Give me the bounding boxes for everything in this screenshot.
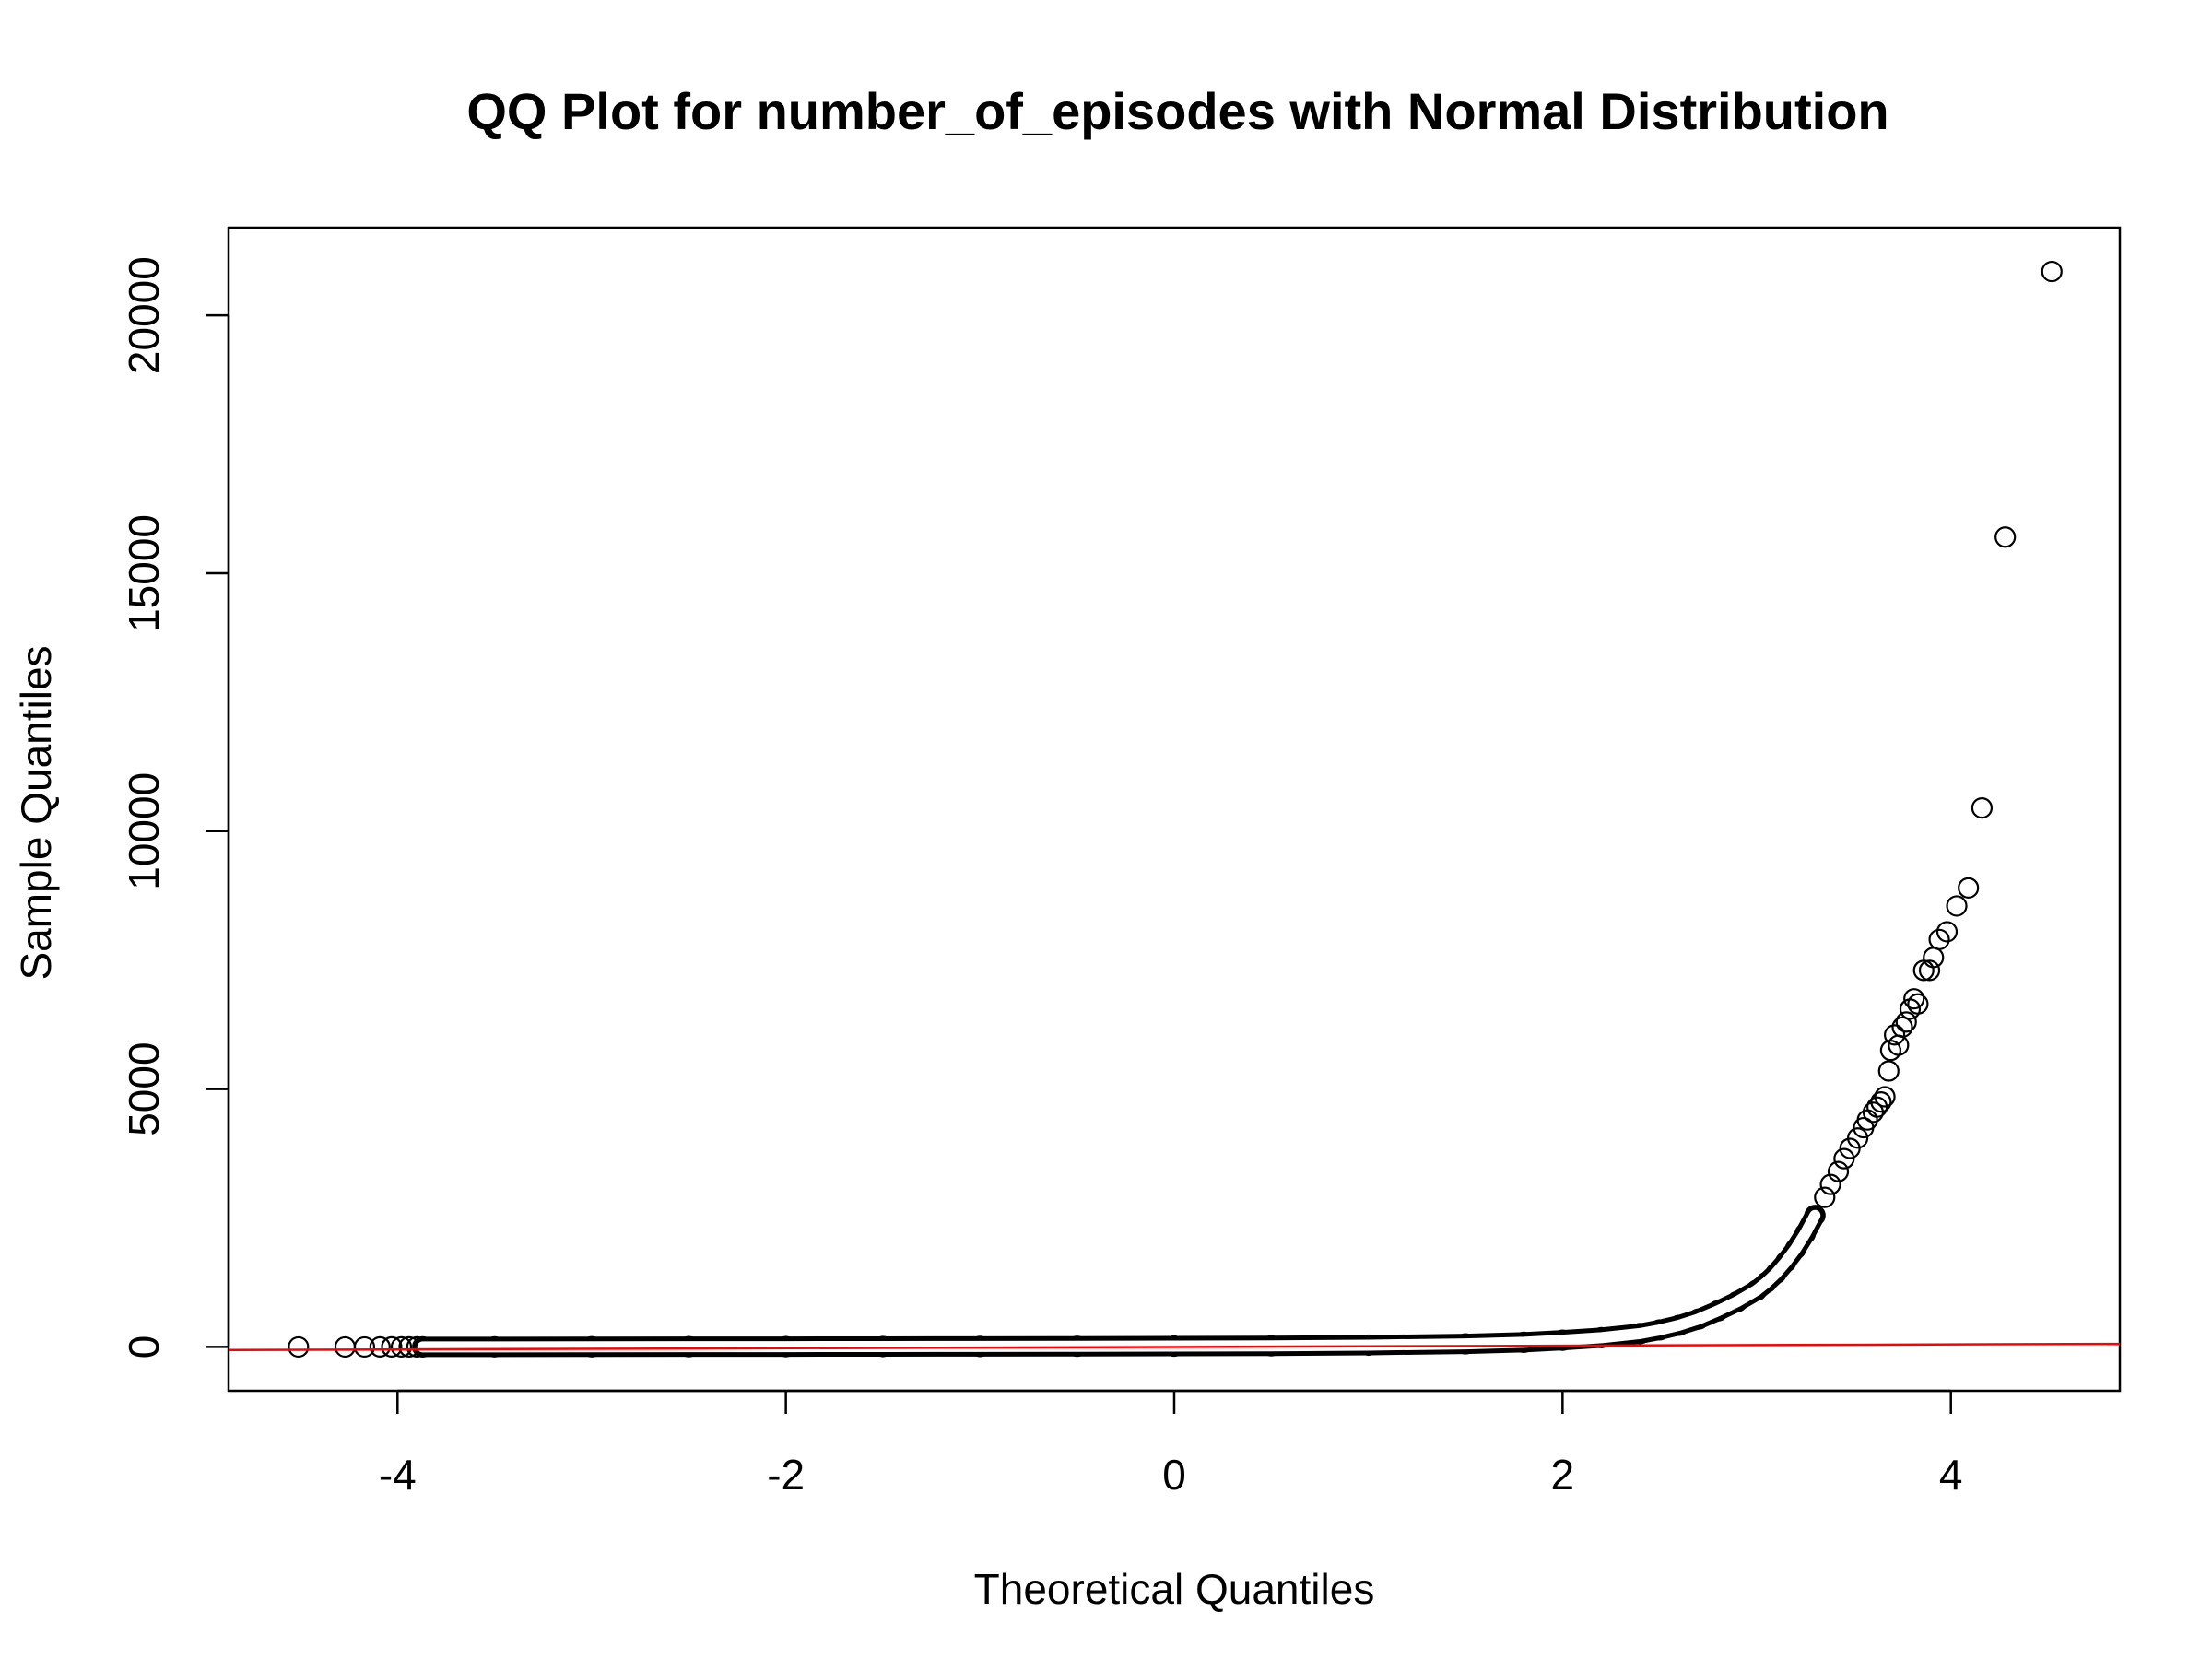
x-tick-label: 0 — [1162, 1451, 1186, 1499]
data-point — [1877, 1060, 1900, 1082]
x-tick-label: -4 — [379, 1451, 417, 1499]
data-point — [288, 1335, 310, 1359]
y-axis-label: Sample Quantiles — [12, 645, 60, 980]
data-point — [1833, 1147, 1855, 1170]
data-point — [381, 1335, 403, 1358]
data-point — [1884, 1024, 1906, 1046]
data-point — [353, 1335, 376, 1359]
data-point — [1946, 895, 1968, 917]
data-point — [1814, 1186, 1836, 1208]
data-point — [1907, 993, 1929, 1015]
data-point — [1918, 959, 1941, 982]
y-tick-label: 10000 — [120, 772, 168, 890]
y-tick-label: 20000 — [120, 256, 168, 374]
data-point — [1971, 797, 1994, 819]
data-point — [1846, 1127, 1869, 1149]
y-tick-label: 15000 — [120, 514, 168, 632]
x-tick-label: -2 — [767, 1451, 805, 1499]
data-point — [1994, 526, 2017, 548]
data-point — [1819, 1173, 1841, 1195]
data-point — [1827, 1160, 1850, 1182]
data-point — [369, 1335, 391, 1358]
data-point — [1936, 921, 1959, 943]
x-tick-label: 4 — [1939, 1451, 1963, 1499]
x-axis-label: Theoretical Quantiles — [974, 1565, 1375, 1613]
data-point — [390, 1335, 413, 1358]
data-points — [288, 260, 2063, 1359]
data-point — [1870, 1090, 1892, 1113]
chart-title: QQ Plot for number_of_episodes with Norm… — [466, 82, 1888, 140]
data-point — [1903, 988, 1925, 1010]
y-tick-label: 5000 — [120, 1041, 168, 1135]
data-point — [1928, 928, 1950, 950]
data-point — [1895, 1011, 1917, 1033]
data-point — [1958, 877, 1980, 899]
y-tick-label: 0 — [120, 1335, 168, 1359]
reference-line — [229, 1342, 2120, 1352]
data-point — [1891, 1016, 1913, 1039]
x-tick-label: 2 — [1551, 1451, 1575, 1499]
reference-line-group — [229, 1342, 2120, 1352]
data-point — [1874, 1086, 1896, 1108]
data-point — [2041, 260, 2063, 283]
x-axis: -4 -2 0 2 4 — [379, 1389, 1963, 1499]
data-point-cluster-inner — [417, 1209, 1821, 1353]
y-axis: 0 5000 10000 15000 20000 — [120, 256, 230, 1359]
